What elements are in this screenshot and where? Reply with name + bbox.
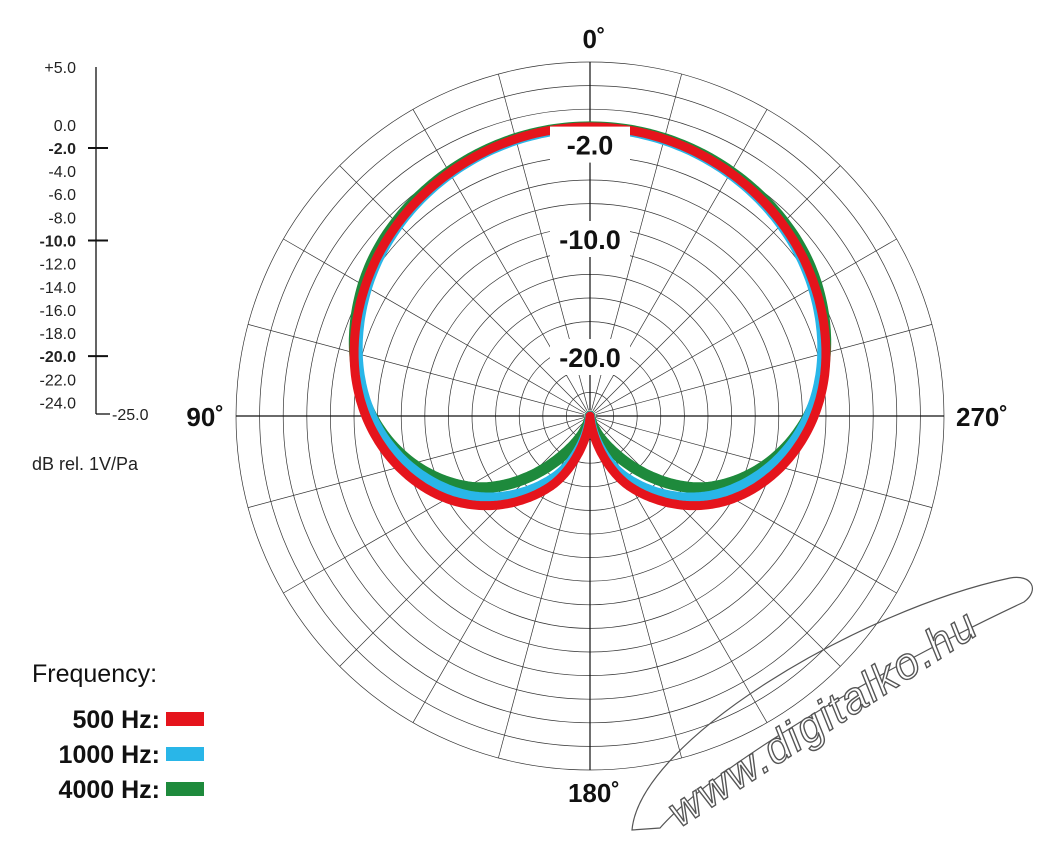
grid-spoke xyxy=(498,421,589,759)
legend-swatch xyxy=(166,712,204,726)
legend: Frequency: 500 Hz: 1000 Hz: 4000 Hz: xyxy=(32,660,204,804)
angle-label: 0˚ xyxy=(582,24,605,54)
grid-spoke xyxy=(339,165,587,413)
polar-grid xyxy=(235,61,945,771)
ring-labels: -2.0 -10.0 -20.0 xyxy=(550,126,630,375)
grid-spoke xyxy=(283,238,585,414)
angle-labels: 0˚ 90˚ 180˚ 270˚ xyxy=(186,24,1008,808)
grid-spoke xyxy=(339,419,587,667)
scale-label: -14.0 xyxy=(40,280,77,297)
scale-label: -24.0 xyxy=(40,395,77,412)
scale-label: -16.0 xyxy=(40,303,77,320)
legend-title: Frequency: xyxy=(32,660,157,688)
grid-spoke xyxy=(595,238,897,414)
legend-label: 500 Hz: xyxy=(72,706,160,734)
scale-label: -12.0 xyxy=(40,257,77,274)
grid-spoke xyxy=(593,419,841,667)
legend-label: 4000 Hz: xyxy=(59,776,160,804)
ring-label-bg xyxy=(550,339,630,375)
grid-spoke xyxy=(591,421,682,759)
watermark-text: www.digitalko.hu xyxy=(659,599,987,836)
grid-spoke xyxy=(593,165,841,413)
angle-label: 270˚ xyxy=(956,402,1008,432)
ring-label: -20.0 xyxy=(559,343,621,373)
grid-spoke xyxy=(283,418,585,594)
legend-swatch xyxy=(166,782,204,796)
grid-spoke xyxy=(595,418,897,594)
watermark: www.digitalko.hu xyxy=(631,576,1033,837)
scale-label: -25.0 xyxy=(112,407,149,424)
pattern-curves xyxy=(348,121,832,511)
watermark-swoosh xyxy=(631,576,1033,831)
scale-label: -6.0 xyxy=(48,187,76,204)
legend-swatch xyxy=(166,747,204,761)
scale-label: 0.0 xyxy=(54,118,76,135)
scale-label: -10.0 xyxy=(40,234,77,251)
unit-label: dB rel. 1V/Pa xyxy=(32,454,139,474)
scale-label: -22.0 xyxy=(40,372,77,389)
db-scale: +5.0 0.0 -2.0 -4.0 -6.0 -8.0 -10.0 -12.0 -14.0 -1… xyxy=(40,60,149,424)
angle-label: 180˚ xyxy=(568,778,620,808)
scale-label: +5.0 xyxy=(44,60,76,77)
grid-spoke xyxy=(247,324,585,415)
legend-label: 1000 Hz: xyxy=(59,741,160,769)
scale-label: -4.0 xyxy=(48,164,76,181)
scale-label: -20.0 xyxy=(40,349,77,366)
angle-label: 90˚ xyxy=(186,402,224,432)
scale-label: -8.0 xyxy=(48,210,76,227)
ring-label-bg xyxy=(550,126,630,163)
scale-label: -18.0 xyxy=(40,326,77,343)
series-curve xyxy=(349,122,831,511)
grid-spoke xyxy=(595,324,933,415)
ring-label-bg xyxy=(550,221,630,257)
scale-label: -2.0 xyxy=(48,141,76,158)
ring-label: -2.0 xyxy=(567,131,614,161)
legend-items: 500 Hz: 1000 Hz: 4000 Hz: xyxy=(59,706,204,804)
ring-label: -10.0 xyxy=(559,225,621,255)
